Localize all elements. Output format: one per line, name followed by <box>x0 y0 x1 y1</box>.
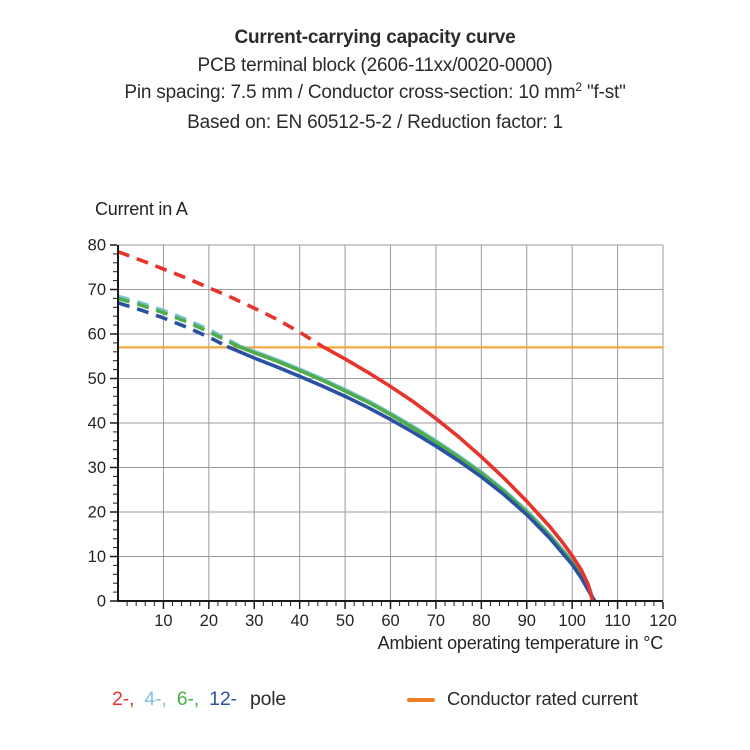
chart-title: Current-carrying capacity curve <box>234 27 516 48</box>
x-tick-label: 90 <box>518 612 536 630</box>
series-4-pole-solid <box>240 344 595 602</box>
series-2-pole-dashed <box>117 249 324 348</box>
series-6-pole <box>117 296 596 602</box>
y-tick-label: 60 <box>88 326 106 344</box>
rated-current-legend: Conductor rated current <box>407 688 638 710</box>
series-6-pole-dashed <box>117 296 240 349</box>
axes <box>117 245 663 602</box>
x-tick-label: 40 <box>290 612 308 630</box>
y-tick-label: 20 <box>88 504 106 522</box>
axis-ticks <box>110 244 664 609</box>
y-tick-label: 80 <box>88 237 106 255</box>
x-tick-label: 60 <box>381 612 399 630</box>
y-tick-label: 50 <box>88 370 106 388</box>
x-tick-label: 30 <box>245 612 263 630</box>
y-tick-label: 0 <box>97 593 106 611</box>
chart-header: Current-carrying capacity curve PCB term… <box>0 24 750 136</box>
x-tick-label: 100 <box>558 612 586 630</box>
x-tick-label: 10 <box>154 612 172 630</box>
series-2-pole <box>117 249 595 602</box>
series-12-pole-dashed <box>117 301 228 349</box>
chart-subtitle-specs: Pin spacing: 7.5 mm / Conductor cross-se… <box>124 80 626 103</box>
x-axis-title: Ambient operating temperature in °C <box>377 633 664 653</box>
x-tick-label: 50 <box>336 612 354 630</box>
legend-pole-word: pole <box>249 688 287 710</box>
x-tick-label: 110 <box>604 612 630 630</box>
y-tick-label: 10 <box>88 548 106 566</box>
pole-legend: 2-, 4-, 6-, 12- pole <box>112 688 286 711</box>
y-tick-label: 30 <box>88 459 106 477</box>
x-tick-label: 80 <box>472 612 490 630</box>
rated-current-swatch <box>407 698 435 702</box>
x-tick-labels: 10 20 30 40 50 60 70 80 90 100 110 120 <box>154 612 677 630</box>
chart-subtitle-standard: Based on: EN 60512-5-2 / Reduction facto… <box>187 111 563 133</box>
legend-12-pole: 12- <box>209 688 237 710</box>
series-4-pole-dashed <box>117 294 242 349</box>
legend-row: 2-, 4-, 6-, 12- pole Conductor rated cur… <box>0 688 750 716</box>
series-12-pole <box>117 301 597 602</box>
series-6-pole-solid <box>237 344 596 602</box>
series-12-pole-solid <box>226 344 597 602</box>
legend-6-pole: 6-, <box>176 688 199 710</box>
legend-2-pole: 2-, <box>112 688 135 710</box>
legend-4-pole: 4-, <box>144 688 167 710</box>
gridlines <box>118 244 664 601</box>
x-tick-label: 120 <box>649 612 677 630</box>
y-tick-labels: 0 10 20 30 40 50 60 70 80 <box>88 237 106 611</box>
x-tick-label: 20 <box>200 612 218 630</box>
y-axis-title: Current in A <box>95 199 188 219</box>
y-tick-label: 70 <box>88 281 106 299</box>
x-tick-label: 70 <box>427 612 445 630</box>
squared-superscript: 2 <box>575 80 582 94</box>
series-4-pole <box>117 294 595 602</box>
y-tick-label: 40 <box>88 415 106 433</box>
series-2-pole-solid <box>321 344 595 602</box>
capacity-curve-chart: 10 20 30 40 50 60 70 80 90 100 110 120 0 10 20 30 40 50 60… <box>88 237 677 631</box>
chart-subtitle-product: PCB terminal block (2606-11xx/0020-0000) <box>197 54 553 76</box>
rated-current-label: Conductor rated current <box>447 688 638 709</box>
